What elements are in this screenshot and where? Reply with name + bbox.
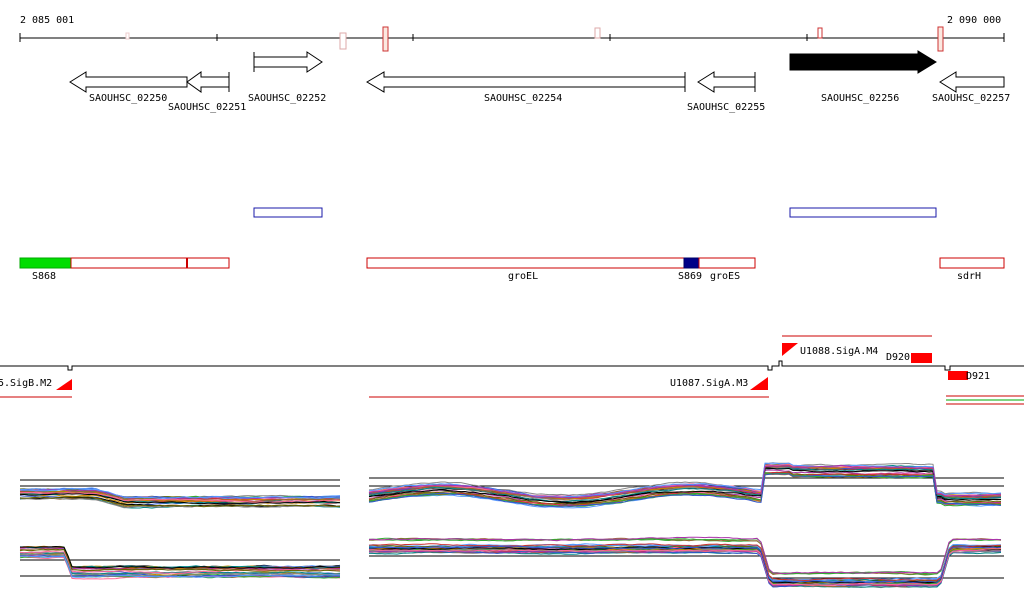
expression-trace xyxy=(19,491,341,503)
expression-trace xyxy=(19,545,341,569)
feature-box-sdrh[interactable] xyxy=(939,257,1005,269)
expression-trace xyxy=(19,487,340,499)
promoter-flag[interactable] xyxy=(56,379,72,390)
feature-label: sdrH xyxy=(957,271,981,282)
expression-trace xyxy=(368,537,1002,576)
promoter-label: U1088.SigA.M4 xyxy=(800,346,878,357)
expression-trace xyxy=(368,473,1002,507)
feature-label: groEL xyxy=(508,271,538,282)
ruler-marker xyxy=(594,27,601,39)
expression-trace xyxy=(368,467,1002,503)
expression-trace xyxy=(368,467,1002,503)
coordinate-ruler: 2 085 001 2 090 000 xyxy=(19,15,1005,52)
expression-trace xyxy=(368,462,1002,496)
expression-trace xyxy=(368,464,1002,499)
promoter-flag[interactable] xyxy=(750,377,768,390)
promoter-track: 5.SigB.M2 U1087.SigA.M3 U1088.SigA.M4 D9… xyxy=(0,335,1024,405)
feature-box-s868[interactable] xyxy=(19,257,72,269)
expression-trace xyxy=(19,550,341,574)
expression-trace xyxy=(368,545,1002,584)
expression-trace xyxy=(19,555,340,578)
feature-label: S868 xyxy=(32,271,56,282)
promoter-label: D921 xyxy=(966,371,990,382)
gene-arrow[interactable]: SAOUHSC_02255 xyxy=(687,71,765,113)
promoter-flag[interactable] xyxy=(782,343,798,356)
gene-arrow[interactable]: SAOUHSC_02250 xyxy=(69,71,188,104)
gene-arrow[interactable]: SAOUHSC_02252 xyxy=(248,51,326,104)
gene-label: SAOUHSC_02256 xyxy=(821,93,899,104)
gene-arrow[interactable]: SAOUHSC_02251 xyxy=(168,71,246,113)
expression-trace xyxy=(19,554,341,578)
gene-label: SAOUHSC_02254 xyxy=(484,93,562,104)
feature-box-s869[interactable] xyxy=(683,257,700,269)
gene-label: SAOUHSC_02257 xyxy=(932,93,1010,104)
expression-tracks xyxy=(19,462,1004,589)
feature-box[interactable] xyxy=(70,257,188,269)
promoter-label: D920 xyxy=(886,352,910,363)
ruler-end-label: 2 090 000 xyxy=(947,15,1001,26)
ruler-marker xyxy=(125,32,130,40)
terminator-box[interactable] xyxy=(911,353,932,363)
gene-arrow-selected[interactable]: SAOUHSC_02256 xyxy=(789,50,937,104)
gene-arrow[interactable]: SAOUHSC_02257 xyxy=(932,71,1010,104)
protein-box[interactable] xyxy=(789,207,937,218)
expression-trace xyxy=(368,543,1001,582)
ruler-marker xyxy=(817,27,823,39)
expression-trace xyxy=(19,548,341,572)
expression-trace xyxy=(19,496,341,508)
gene-track: SAOUHSC_02250 SAOUHSC_02251 SAOUHSC_0225… xyxy=(69,50,1010,113)
expression-trace xyxy=(368,473,1002,508)
feature-label: groES xyxy=(710,271,740,282)
feature-box[interactable] xyxy=(186,257,230,269)
promoter-label: 5.SigB.M2 xyxy=(0,378,52,389)
gene-label: SAOUHSC_02252 xyxy=(248,93,326,104)
transcript-backbone xyxy=(0,360,1024,371)
ruler-marker xyxy=(382,26,389,52)
feature-label: S869 xyxy=(678,271,702,282)
expression-trace xyxy=(368,537,1001,576)
feature-box-groes[interactable] xyxy=(698,257,756,269)
feature-track: S868 groEL S869 groES sdrH xyxy=(19,257,1005,282)
protein-box[interactable] xyxy=(253,207,323,218)
expression-trace xyxy=(19,553,341,577)
protein-track xyxy=(253,207,937,218)
feature-box-groel[interactable] xyxy=(366,257,686,269)
promoter-label: U1087.SigA.M3 xyxy=(670,378,748,389)
expression-trace xyxy=(19,493,341,505)
ruler-start-label: 2 085 001 xyxy=(20,15,74,26)
ruler-marker xyxy=(937,26,944,52)
gene-label: SAOUHSC_02251 xyxy=(168,102,246,113)
gene-label: SAOUHSC_02250 xyxy=(89,93,167,104)
gene-label: SAOUHSC_02255 xyxy=(687,102,765,113)
expression-trace xyxy=(368,536,1002,575)
expression-trace xyxy=(368,548,1002,586)
terminator-box[interactable] xyxy=(948,371,968,380)
gene-arrow[interactable]: SAOUHSC_02254 xyxy=(366,71,686,104)
ruler-marker xyxy=(339,32,347,50)
